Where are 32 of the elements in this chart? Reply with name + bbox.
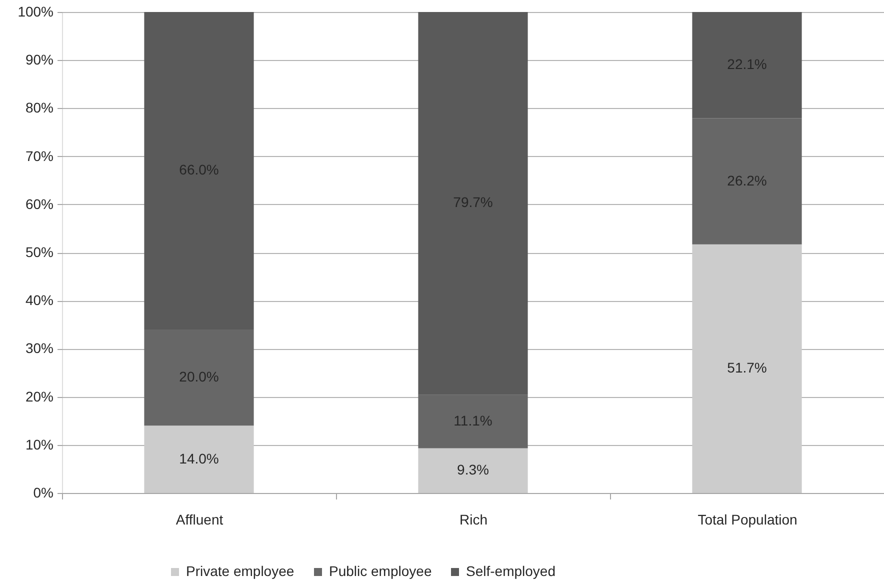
data-label: 20.0% [179,368,219,385]
y-tick-label: 20% [25,388,54,404]
data-label: 51.7% [727,360,767,376]
y-tick-label: 80% [25,100,54,116]
legend-label: Private employee [186,563,294,579]
data-label: 9.3% [457,462,489,478]
x-tick-label: Total Population [698,512,798,528]
y-tick-label: 40% [25,292,54,308]
bar [692,118,802,244]
bar [418,394,528,448]
y-tick-label: 0% [33,484,54,500]
bar [144,426,254,493]
y-tick-label: 30% [25,340,54,356]
bar [692,12,802,118]
data-label: 14.0% [179,450,219,466]
bar [418,448,528,493]
bar [418,12,528,395]
legend-label: Self-employed [466,563,556,579]
y-tick-label: 70% [25,148,54,164]
x-tick-label: Rich [459,512,488,528]
bar [692,244,802,493]
y-tick-label: 100% [18,4,54,20]
data-label: 26.2% [727,172,767,188]
y-tick-label: 60% [25,196,54,212]
legend-label: Public employee [329,563,432,579]
y-tick-label: 10% [25,436,54,452]
x-tick-label: Affluent [176,512,224,528]
y-tick-label: 90% [25,52,54,68]
data-label: 11.1% [454,412,492,429]
bar [144,329,254,426]
y-tick-label: 50% [25,244,54,260]
bar [144,12,254,330]
